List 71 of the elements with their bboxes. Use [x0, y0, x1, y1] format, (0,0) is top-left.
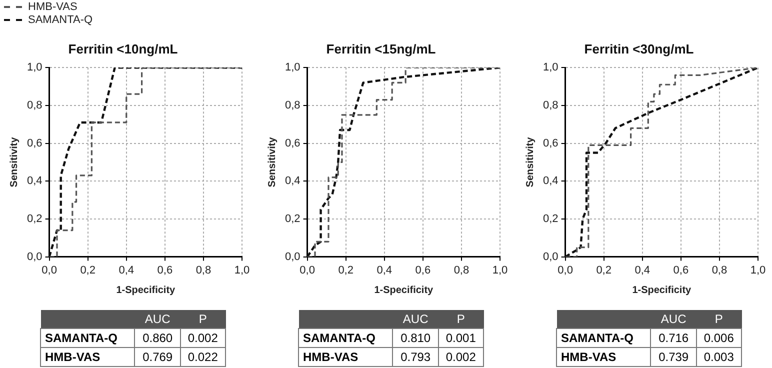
x-tick-label: 0,6 [415, 264, 431, 276]
x-tick-label: 0,0 [300, 264, 315, 276]
chart-title: Ferritin <10ng/mL [68, 41, 178, 56]
y-tick-label: 1,0 [26, 62, 42, 74]
y-tick-label: 1,0 [284, 62, 300, 74]
y-tick-label: 0,8 [26, 99, 42, 112]
y-tick-label: 0,2 [26, 212, 42, 225]
y-axis-title: Sensitivity [266, 136, 278, 188]
y-tick-label: 0,0 [284, 250, 300, 263]
legend-label: HMB-VAS [28, 0, 78, 12]
text: HMB-VAS [40, 348, 135, 366]
text: 0.001 [438, 328, 484, 348]
text: 0.022 [180, 348, 226, 366]
text: 0.769 [134, 348, 180, 366]
y-tick-label: 0,6 [26, 137, 42, 150]
text: HMB-VAS [298, 348, 393, 366]
y-axis-title: Sensitivity [8, 136, 20, 188]
x-tick-label: 1,0 [492, 264, 508, 276]
x-tick-label: 0,6 [673, 264, 689, 276]
y-tick-label: 0,0 [26, 250, 42, 263]
x-tick-label: 0,4 [634, 264, 650, 276]
text: 0.006 [696, 328, 742, 348]
text: SAMANTA-Q [298, 328, 393, 348]
text: 0.716 [650, 328, 696, 348]
text: 0.739 [650, 348, 696, 366]
text: 0.793 [392, 348, 438, 366]
y-tick-label: 0,4 [284, 175, 300, 188]
x-axis-title: 1-Specificity [374, 284, 434, 296]
text: P [438, 310, 484, 328]
x-tick-label: 1,0 [750, 264, 766, 276]
y-tick-label: 0,2 [542, 212, 558, 225]
text: HMB-VAS [556, 348, 651, 366]
y-tick-label: 0,4 [542, 175, 558, 188]
y-tick-label: 0,6 [284, 137, 300, 150]
x-tick-label: 0,8 [454, 264, 470, 276]
text: P [696, 310, 742, 328]
text: SAMANTA-Q [556, 328, 651, 348]
y-tick-label: 0,8 [284, 99, 300, 112]
x-tick-label: 0,2 [80, 264, 96, 276]
x-tick-label: 0,0 [558, 264, 573, 276]
text: AUC [650, 310, 696, 328]
y-axis-title: Sensitivity [524, 136, 536, 188]
x-tick-label: 0,4 [118, 264, 134, 276]
y-tick-label: 0,8 [542, 99, 558, 112]
chart-title: Ferritin <30ng/mL [584, 41, 694, 56]
text: 0.002 [180, 328, 226, 348]
x-axis-title: 1-Specificity [632, 284, 692, 296]
x-tick-label: 0,8 [712, 264, 728, 276]
x-tick-label: 0,4 [376, 264, 392, 276]
text: AUC [392, 310, 438, 328]
text: 0.810 [392, 328, 438, 348]
text: P [180, 310, 226, 328]
x-tick-label: 0,2 [338, 264, 354, 276]
y-tick-label: 0,4 [26, 175, 42, 188]
text: SAMANTA-Q [40, 328, 135, 348]
text: 0.003 [696, 348, 742, 366]
x-tick-label: 0,0 [42, 264, 57, 276]
y-tick-label: 0,2 [284, 212, 300, 225]
y-tick-label: 0,0 [542, 250, 558, 263]
text: 0.002 [438, 348, 484, 366]
chart-title: Ferritin <15ng/mL [326, 41, 436, 56]
x-tick-label: 1,0 [234, 264, 250, 276]
legend-label: SAMANTA-Q [28, 14, 93, 26]
text: 0.860 [134, 328, 180, 348]
y-tick-label: 0,6 [542, 137, 558, 150]
x-tick-label: 0,6 [157, 264, 173, 276]
x-axis-title: 1-Specificity [116, 284, 176, 296]
y-tick-label: 1,0 [542, 62, 558, 74]
text: AUC [134, 310, 180, 328]
x-tick-label: 0,8 [196, 264, 212, 276]
x-tick-label: 0,2 [596, 264, 612, 276]
